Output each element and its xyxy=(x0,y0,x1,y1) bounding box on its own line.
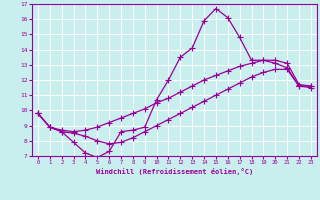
X-axis label: Windchill (Refroidissement éolien,°C): Windchill (Refroidissement éolien,°C) xyxy=(96,168,253,175)
